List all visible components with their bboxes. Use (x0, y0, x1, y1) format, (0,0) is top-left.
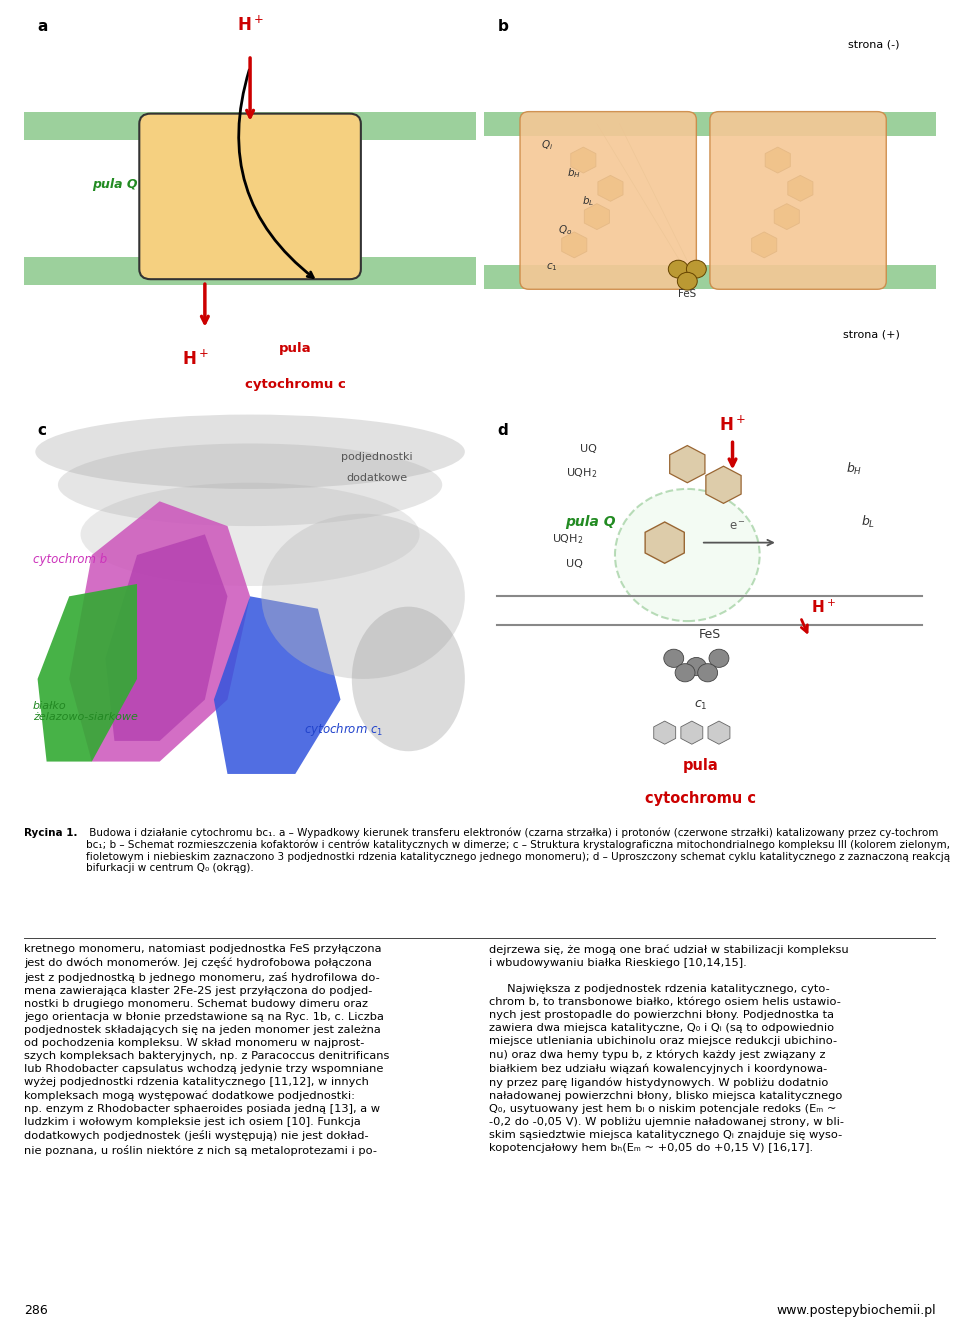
Text: pula: pula (683, 757, 719, 773)
Text: Rycina 1.: Rycina 1. (24, 828, 78, 838)
Text: pula Q: pula Q (565, 515, 615, 530)
Text: UQ: UQ (566, 560, 584, 569)
Text: H$^+$: H$^+$ (719, 416, 746, 436)
Polygon shape (788, 175, 813, 201)
Ellipse shape (81, 483, 420, 587)
Text: $b_L$: $b_L$ (582, 195, 594, 208)
Text: pula Q: pula Q (92, 179, 137, 192)
Text: dejrzewa się, że mogą one brać udział w stabilizacji kompleksu
i wbudowywaniu bi: dejrzewa się, że mogą one brać udział w … (489, 944, 849, 1153)
Text: kretnego monomeru, natomiast podjednostka FeS przyłączona
jest do dwóch monomeró: kretnego monomeru, natomiast podjednostk… (24, 944, 390, 1156)
FancyBboxPatch shape (520, 111, 696, 290)
Text: $Q_o$: $Q_o$ (558, 222, 572, 237)
Text: cytochrom $c_1$: cytochrom $c_1$ (304, 720, 384, 737)
Text: $b_L$: $b_L$ (861, 514, 876, 530)
Polygon shape (775, 204, 800, 229)
Text: UQH$_2$: UQH$_2$ (552, 532, 584, 547)
Ellipse shape (58, 444, 443, 526)
Ellipse shape (261, 514, 465, 679)
Text: H$^+$: H$^+$ (182, 350, 209, 369)
Circle shape (698, 663, 718, 682)
Polygon shape (106, 535, 228, 741)
Text: cytochromu c: cytochromu c (245, 379, 346, 391)
Text: Budowa i działanie cytochromu bc₁. a – Wypadkowy kierunek transferu elektronów (: Budowa i działanie cytochromu bc₁. a – W… (86, 828, 950, 874)
Text: strona (-): strona (-) (849, 38, 900, 49)
Circle shape (675, 663, 695, 682)
Text: e$^-$: e$^-$ (729, 520, 746, 534)
Text: cytochromu c: cytochromu c (645, 790, 756, 806)
Polygon shape (708, 722, 730, 744)
Circle shape (678, 273, 697, 290)
Text: UQ: UQ (580, 444, 597, 454)
Circle shape (709, 649, 729, 667)
Bar (484, 265, 936, 290)
Polygon shape (706, 466, 741, 503)
Text: c: c (37, 422, 47, 438)
Text: $c_1$: $c_1$ (546, 261, 558, 273)
Text: $b_H$: $b_H$ (847, 461, 863, 477)
Ellipse shape (351, 606, 465, 751)
Text: b: b (497, 19, 508, 33)
Polygon shape (562, 232, 587, 258)
Text: FeS: FeS (678, 290, 696, 299)
Text: strona (+): strona (+) (843, 330, 900, 340)
Polygon shape (752, 232, 777, 258)
Circle shape (615, 489, 759, 621)
Text: www.postepybiochemii.pl: www.postepybiochemii.pl (777, 1304, 936, 1317)
Polygon shape (571, 147, 596, 173)
Bar (24, 111, 476, 140)
Text: białko
żelazowo-siarkowe: białko żelazowo-siarkowe (33, 700, 138, 723)
Circle shape (663, 649, 684, 667)
FancyBboxPatch shape (139, 114, 361, 279)
Polygon shape (69, 502, 250, 761)
Text: podjednostki: podjednostki (341, 451, 413, 462)
Polygon shape (585, 204, 610, 229)
Text: d: d (497, 422, 508, 438)
Text: $Q_i$: $Q_i$ (541, 138, 553, 152)
Circle shape (686, 261, 707, 278)
Ellipse shape (36, 414, 465, 489)
FancyBboxPatch shape (710, 111, 886, 290)
Bar (24, 257, 476, 285)
Polygon shape (598, 175, 623, 201)
Text: H$^+$: H$^+$ (810, 598, 835, 616)
Text: cytochrom b: cytochrom b (33, 553, 108, 567)
Text: 286: 286 (24, 1304, 48, 1317)
Polygon shape (654, 722, 676, 744)
Text: dodatkowe: dodatkowe (347, 473, 407, 483)
Polygon shape (645, 522, 684, 563)
Bar (484, 111, 936, 136)
Text: a: a (37, 19, 48, 33)
Polygon shape (681, 722, 703, 744)
Text: H$^+$: H$^+$ (237, 16, 263, 34)
Text: UQH$_2$: UQH$_2$ (565, 466, 597, 481)
Text: pula: pula (279, 342, 312, 355)
Text: FeS: FeS (699, 628, 721, 641)
Polygon shape (670, 446, 705, 483)
Text: $c_1$: $c_1$ (694, 699, 708, 712)
Circle shape (668, 261, 688, 278)
Text: $b_H$: $b_H$ (567, 167, 581, 180)
Circle shape (686, 658, 707, 675)
Polygon shape (214, 596, 341, 775)
Polygon shape (37, 584, 137, 761)
Polygon shape (765, 147, 790, 173)
